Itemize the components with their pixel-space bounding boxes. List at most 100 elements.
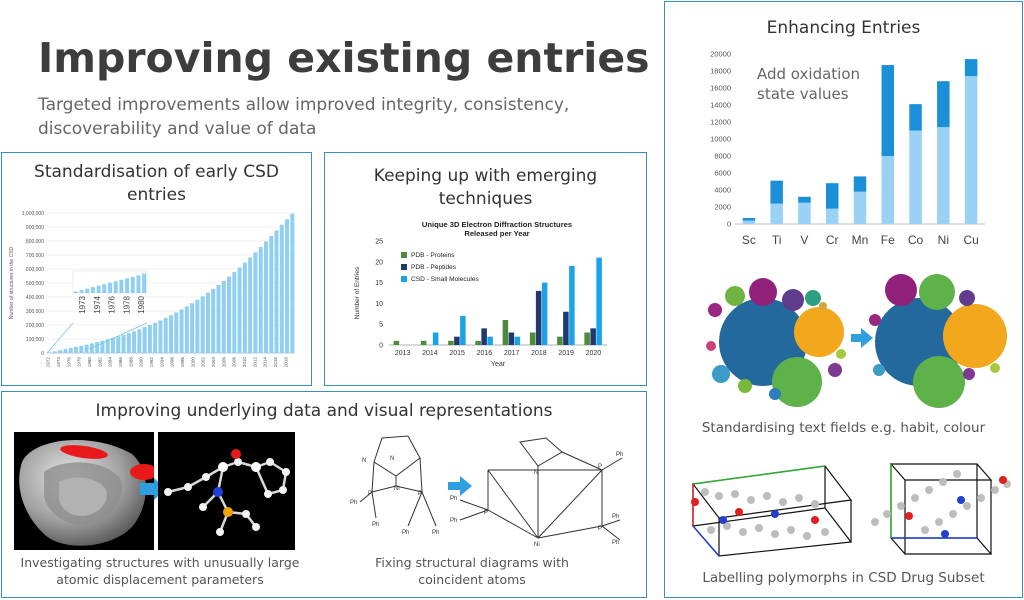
bar	[142, 327, 147, 353]
x-tick-label: 2017	[504, 350, 520, 357]
bar	[158, 320, 163, 353]
adp-caption: Investigating structures with unusually …	[4, 554, 316, 588]
bar	[211, 288, 216, 353]
y-tick-label: 0	[727, 220, 731, 229]
zoom-x-tick-label: 1973	[78, 295, 87, 313]
x-tick-label: 1972	[46, 357, 51, 368]
underlying-title: Improving underlying data and visual rep…	[95, 401, 553, 421]
bar	[184, 306, 189, 353]
y-tick-label: 14000	[710, 101, 731, 110]
bar	[290, 213, 295, 353]
bar	[590, 328, 596, 345]
y-tick-label: 15	[375, 280, 383, 287]
x-tick-label: 2010	[242, 357, 247, 368]
subtitle-line-1: Targeted improvements allow improved int…	[38, 95, 570, 115]
bar	[269, 235, 274, 353]
bubbles-arrow-icon	[851, 328, 873, 348]
bar	[137, 329, 142, 353]
x-tick-label: Mn	[852, 233, 869, 247]
svg-text:P: P	[598, 464, 602, 470]
bar	[68, 347, 73, 353]
oxidation-states-chart: 0 2000 4000 6000 8000 10000 12000 14000 16000 180…	[710, 50, 985, 247]
zoom-bar	[113, 281, 118, 293]
zoom-x-tick-label: 1976	[108, 295, 117, 313]
y-tick-label: 20000	[710, 50, 731, 59]
bar	[232, 272, 237, 353]
standardisation-title: Standardisation of early CSD entries	[2, 161, 311, 207]
svg-text:P: P	[484, 510, 488, 516]
zoom-x-tick-label: 1978	[122, 295, 131, 313]
bar	[84, 344, 89, 353]
x-tick-label: 1994	[159, 357, 164, 368]
y-tick-label: 200,000	[26, 323, 44, 329]
page-title: Improving existing entries	[38, 34, 650, 82]
y-tick-label: 400,000	[26, 295, 44, 301]
bar	[563, 311, 569, 345]
bar	[475, 340, 481, 345]
y-tick-label: 300,000	[26, 309, 44, 315]
x-tick-label: 1998	[180, 357, 185, 368]
diagram-caption-line-2: coincident atoms	[418, 572, 526, 587]
bar	[52, 351, 57, 353]
x-tick-label: 1982	[97, 357, 102, 368]
bar	[279, 224, 284, 353]
bar	[263, 241, 268, 353]
emerging-title: Keeping up with emerging techniques	[325, 165, 646, 211]
y-tick-label: 1,000,000	[22, 211, 44, 217]
x-tick-label: Ni	[938, 233, 949, 247]
bar-segment	[964, 59, 978, 77]
legend-swatch	[401, 276, 407, 282]
x-tick-label: 2012	[252, 357, 257, 368]
bar	[393, 340, 400, 345]
bar	[460, 315, 466, 345]
svg-text:Ph: Ph	[402, 530, 409, 536]
x-tick-label: 2013	[395, 350, 411, 357]
bar	[200, 296, 205, 353]
y-tick-label: 10	[375, 301, 383, 308]
oxidation-annotation-line-1: Add oxidation	[757, 65, 861, 83]
y-tick-label: 16000	[710, 84, 731, 93]
y-tick-label: 12000	[710, 118, 731, 127]
bar	[179, 309, 184, 353]
x-tick-label: 2015	[449, 350, 465, 357]
x-tick-label: 2008	[232, 357, 237, 368]
bar-segment	[909, 104, 922, 131]
y-tick-label: 18000	[710, 67, 731, 76]
svg-text:Ph: Ph	[450, 518, 457, 524]
svg-text:Ph: Ph	[612, 540, 619, 546]
bar	[47, 352, 52, 353]
y-tick-label: 8000	[714, 152, 731, 161]
bar	[105, 339, 110, 353]
bubbles-caption: Standardising text fields e.g. habit, co…	[701, 420, 986, 436]
bar-segment	[770, 203, 783, 224]
x-tick-label: 2002	[201, 357, 206, 368]
bar	[216, 284, 221, 353]
x-tick-label: 2016	[477, 350, 493, 357]
diagram-caption-line-1: Fixing structural diagrams with	[375, 555, 569, 570]
structural-diagram: N N P P Ni Ph Ph Ph Ph Ni N Ph Ph Ph Ph Ph P P P	[350, 435, 623, 548]
bar	[420, 340, 427, 345]
bar	[205, 292, 210, 353]
x-tick-label: 1996	[170, 357, 175, 368]
svg-text:Ph: Ph	[350, 500, 357, 506]
y-tick-label: 900,000	[26, 225, 44, 231]
svg-text:N: N	[362, 458, 366, 464]
bar	[242, 262, 247, 353]
standardisation-title-line-1: Standardisation of early CSD	[34, 162, 279, 182]
x-tick-label: 1992	[149, 357, 154, 368]
x-tick-label: 2004	[211, 357, 216, 368]
bar	[529, 332, 536, 345]
svg-text:P: P	[418, 491, 422, 497]
bar	[285, 219, 290, 353]
x-tick-label: 1984	[108, 357, 113, 368]
emerging-title-line-2: techniques	[438, 189, 533, 209]
zoom-bar	[108, 282, 112, 293]
bar	[153, 322, 158, 353]
zoom-x-tick-label: 1974	[93, 295, 102, 313]
csd-growth-chart: 0 100,000 200,000 300,000 400,000 500,000 600,…	[9, 211, 295, 368]
ball-and-stick-image	[158, 432, 295, 550]
bar	[481, 328, 487, 345]
x-tick-label: 1976	[66, 357, 71, 368]
y-tick-label: 2000	[714, 203, 731, 212]
bar	[448, 340, 454, 345]
